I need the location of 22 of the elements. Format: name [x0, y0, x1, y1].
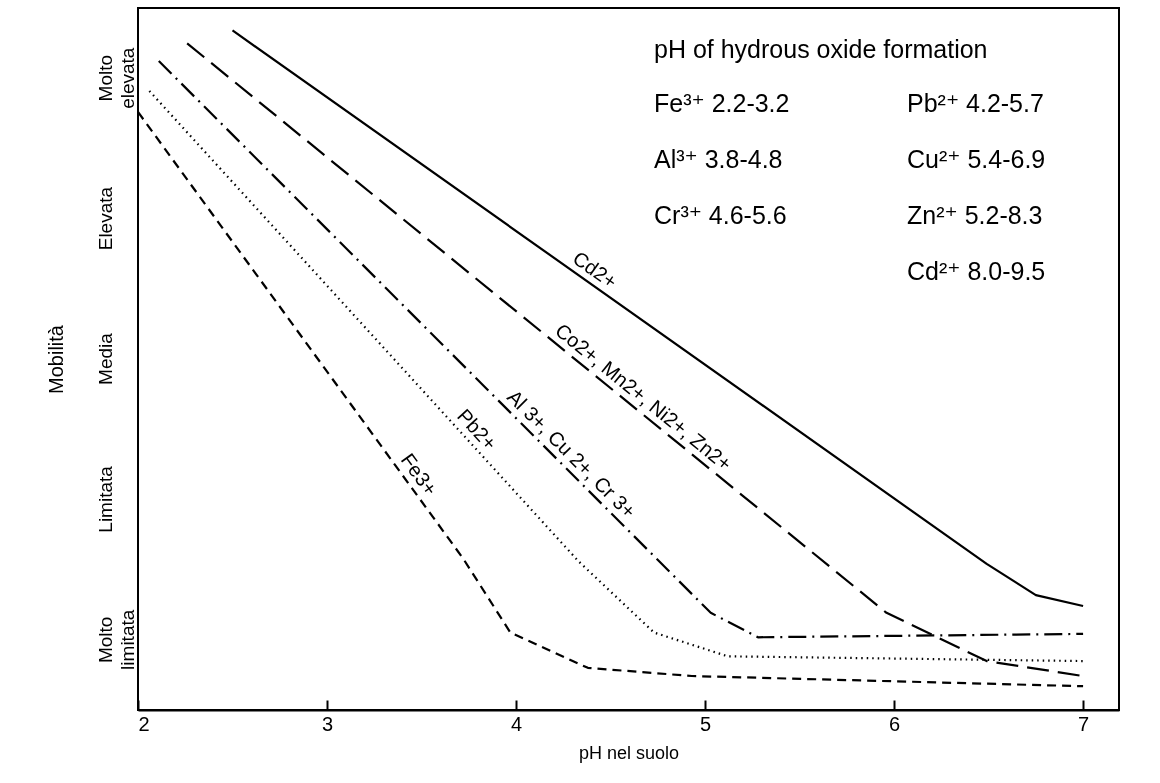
- x-tick-label: 7: [1078, 712, 1090, 735]
- x-tick-label: 6: [889, 712, 901, 735]
- x-axis-title: pH nel suolo: [578, 742, 680, 763]
- text: Cd2+: [568, 246, 622, 293]
- annotation: Fe³⁺ 2.2-3.2: [654, 89, 790, 117]
- x-tick-label: 5: [699, 712, 712, 735]
- x-tick-label: 3: [321, 712, 334, 735]
- annotation: Zn²⁺ 5.2-8.3: [907, 201, 1043, 229]
- text: Elevata: [95, 186, 116, 251]
- annotation: Pb²⁺ 4.2-5.7: [907, 89, 1044, 117]
- text: Molto elevata: [95, 47, 138, 109]
- annotation: Cr³⁺ 4.6-5.6: [654, 201, 787, 229]
- text: Molto limitata: [95, 609, 138, 670]
- annotation: Cd²⁺ 8.0-9.5: [907, 257, 1046, 285]
- y-axis-title: Mobilità: [44, 324, 67, 394]
- annotation: Cu²⁺ 5.4-6.9: [907, 145, 1046, 173]
- text: Media: [95, 332, 116, 385]
- text: Limitata: [95, 465, 116, 533]
- annotation: Al³⁺ 3.8-4.8: [654, 145, 783, 173]
- annotation: pH of hydrous oxide formation: [654, 35, 988, 63]
- x-tick-label: 4: [510, 712, 523, 735]
- x-tick-label: 2: [138, 712, 150, 735]
